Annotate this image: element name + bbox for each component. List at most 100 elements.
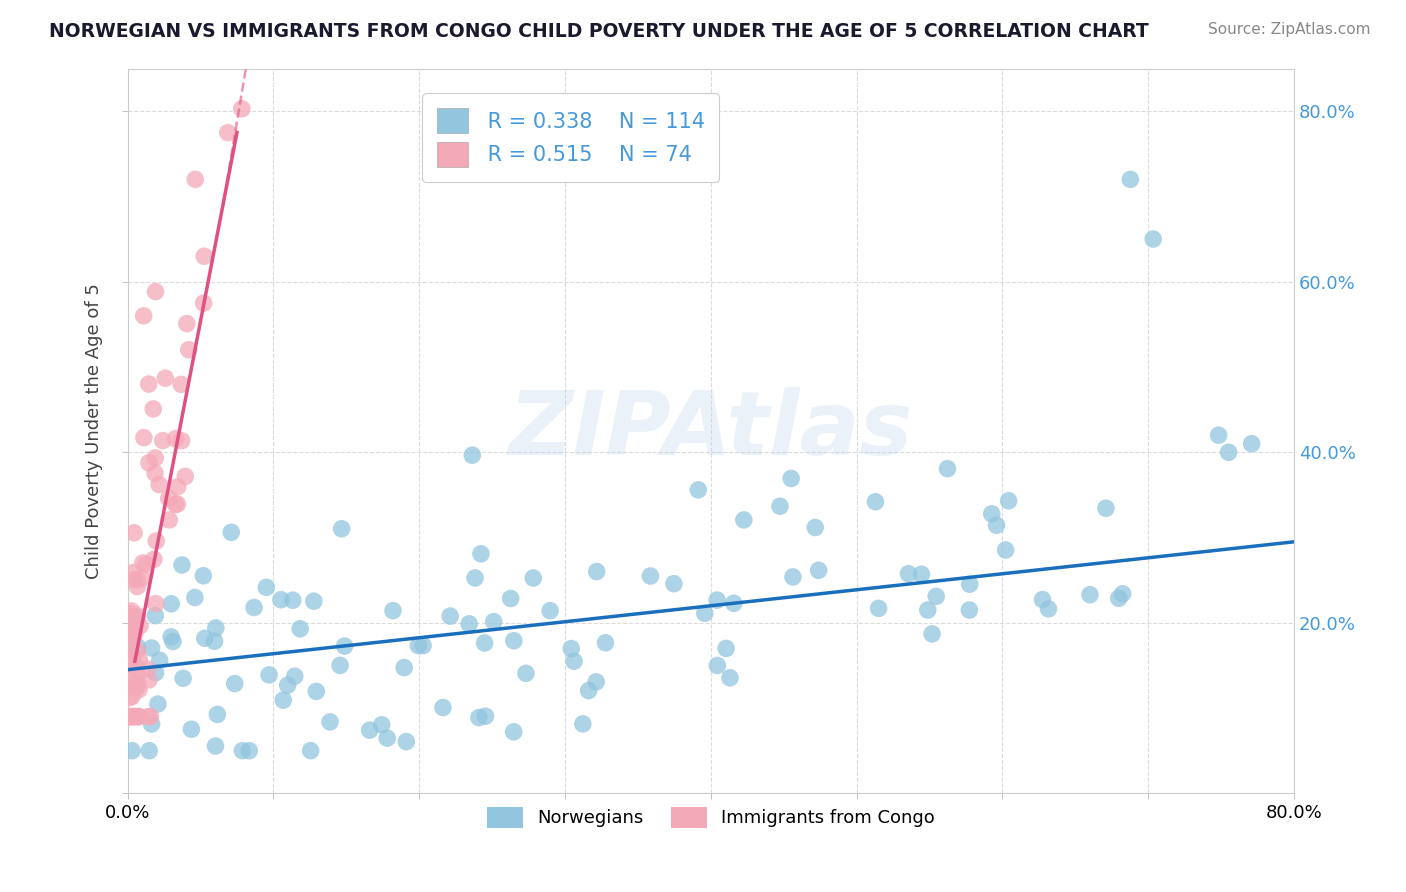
Point bbox=[118, 628, 141, 642]
Point bbox=[688, 483, 710, 497]
Point bbox=[128, 653, 150, 667]
Point bbox=[149, 653, 172, 667]
Point bbox=[155, 371, 177, 385]
Point bbox=[270, 592, 292, 607]
Point bbox=[122, 709, 145, 723]
Point bbox=[277, 678, 299, 692]
Point bbox=[538, 604, 561, 618]
Point bbox=[243, 600, 266, 615]
Point bbox=[959, 577, 981, 591]
Point bbox=[515, 666, 537, 681]
Point bbox=[122, 525, 145, 540]
Point bbox=[302, 594, 325, 608]
Point bbox=[224, 676, 246, 690]
Point bbox=[706, 658, 728, 673]
Point bbox=[375, 731, 398, 745]
Point bbox=[170, 434, 193, 448]
Point bbox=[121, 604, 143, 618]
Point bbox=[166, 497, 188, 511]
Point bbox=[139, 709, 162, 723]
Point bbox=[138, 709, 160, 723]
Point bbox=[170, 377, 193, 392]
Point bbox=[1208, 428, 1230, 442]
Point bbox=[166, 480, 188, 494]
Point bbox=[980, 507, 1002, 521]
Point bbox=[135, 558, 157, 572]
Point bbox=[502, 633, 524, 648]
Point bbox=[125, 661, 148, 675]
Point bbox=[118, 709, 141, 723]
Point bbox=[124, 627, 146, 641]
Point bbox=[994, 543, 1017, 558]
Point bbox=[127, 609, 149, 624]
Point bbox=[595, 636, 617, 650]
Point bbox=[1119, 172, 1142, 186]
Point bbox=[142, 552, 165, 566]
Point bbox=[359, 723, 381, 738]
Point bbox=[143, 450, 166, 465]
Point bbox=[193, 568, 215, 582]
Point bbox=[439, 609, 461, 624]
Text: ZIPAtlas: ZIPAtlas bbox=[509, 387, 912, 475]
Point bbox=[468, 710, 491, 724]
Point bbox=[392, 660, 415, 674]
Point bbox=[138, 673, 160, 687]
Point bbox=[560, 641, 582, 656]
Point bbox=[782, 570, 804, 584]
Point bbox=[1142, 232, 1164, 246]
Point bbox=[662, 576, 685, 591]
Point bbox=[132, 309, 155, 323]
Point bbox=[329, 658, 352, 673]
Point bbox=[204, 634, 226, 648]
Point bbox=[499, 591, 522, 606]
Point bbox=[284, 669, 307, 683]
Point bbox=[585, 565, 607, 579]
Point bbox=[780, 471, 803, 485]
Point bbox=[176, 317, 198, 331]
Point bbox=[122, 573, 145, 587]
Point bbox=[122, 678, 145, 692]
Point bbox=[128, 709, 150, 723]
Point bbox=[127, 573, 149, 587]
Point bbox=[120, 620, 142, 634]
Point bbox=[184, 591, 207, 605]
Point bbox=[412, 639, 434, 653]
Point bbox=[127, 643, 149, 657]
Point bbox=[145, 665, 167, 680]
Point bbox=[868, 601, 890, 615]
Point bbox=[470, 547, 492, 561]
Point bbox=[522, 571, 544, 585]
Point bbox=[138, 744, 160, 758]
Point bbox=[118, 629, 141, 643]
Point bbox=[160, 630, 183, 644]
Y-axis label: Child Poverty Under the Age of 5: Child Poverty Under the Age of 5 bbox=[86, 283, 103, 579]
Point bbox=[194, 632, 217, 646]
Point bbox=[723, 596, 745, 610]
Point bbox=[148, 477, 170, 491]
Point bbox=[640, 569, 662, 583]
Point bbox=[217, 126, 239, 140]
Point bbox=[157, 513, 180, 527]
Point bbox=[125, 681, 148, 695]
Point bbox=[193, 296, 215, 310]
Point bbox=[136, 662, 159, 676]
Point bbox=[127, 675, 149, 690]
Point bbox=[180, 722, 202, 736]
Point bbox=[157, 491, 180, 506]
Point bbox=[502, 724, 524, 739]
Point bbox=[288, 622, 311, 636]
Point bbox=[1031, 592, 1053, 607]
Point bbox=[204, 739, 226, 753]
Point bbox=[160, 597, 183, 611]
Point bbox=[917, 603, 939, 617]
Point bbox=[129, 619, 152, 633]
Point bbox=[562, 654, 585, 668]
Point bbox=[769, 500, 792, 514]
Point bbox=[184, 172, 207, 186]
Point bbox=[921, 627, 943, 641]
Point bbox=[121, 744, 143, 758]
Point bbox=[121, 709, 143, 723]
Point bbox=[219, 525, 242, 540]
Point bbox=[1111, 587, 1133, 601]
Point bbox=[925, 590, 948, 604]
